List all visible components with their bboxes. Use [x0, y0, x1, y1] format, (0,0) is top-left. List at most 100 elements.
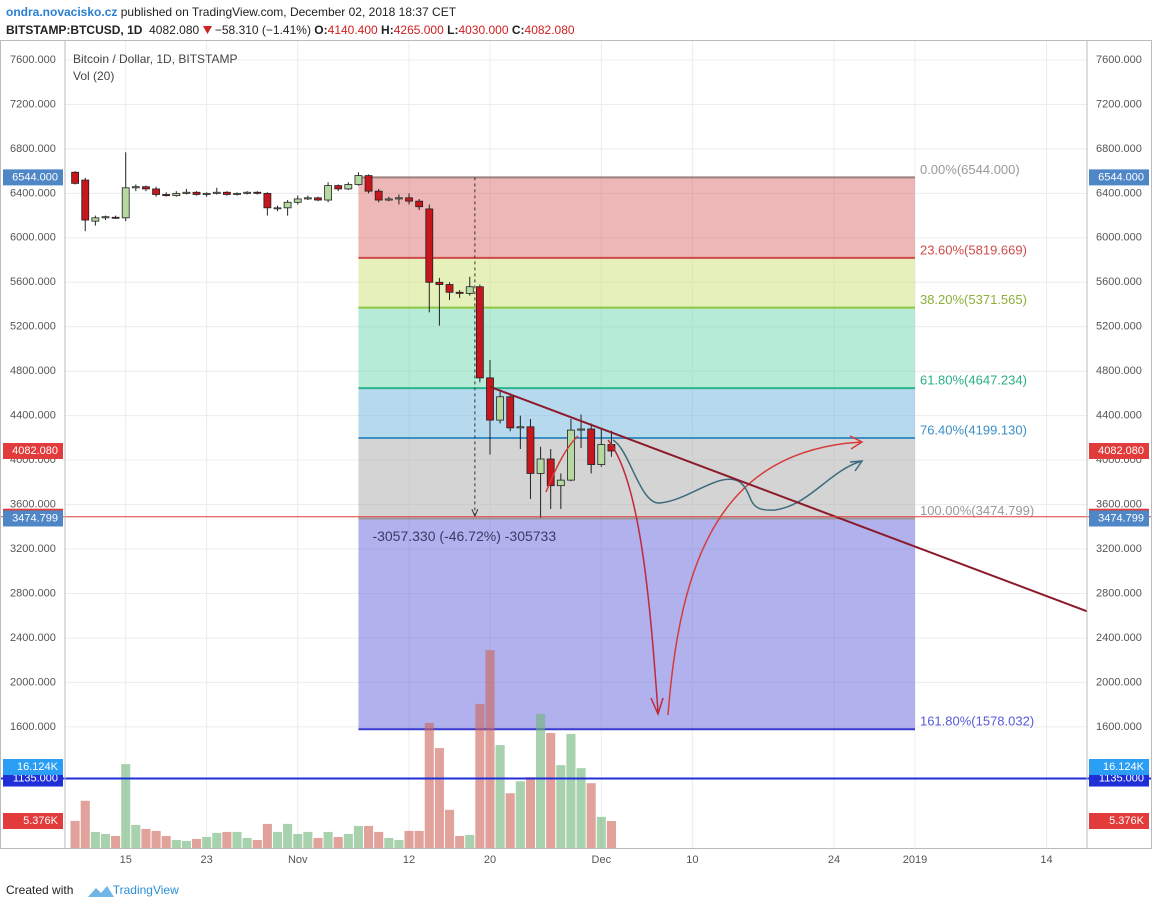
fib-label: 23.60%(5819.669) — [920, 242, 1027, 257]
y-tick-label: 5200.000 — [10, 321, 56, 333]
brand: TradingView — [112, 883, 179, 897]
fib-zone — [358, 307, 915, 389]
axis-marker-label: 6544.000 — [12, 171, 58, 183]
volume-bar — [80, 800, 90, 848]
author: ondra.novacisko.cz — [6, 5, 118, 19]
candle-body — [567, 429, 575, 481]
candle-body — [233, 192, 241, 195]
candle-body — [192, 191, 201, 195]
y-tick-label: 6000.000 — [1096, 232, 1142, 244]
ohlc-value: 4265.000 — [393, 23, 444, 37]
volume-bar — [151, 830, 161, 848]
volume-bar — [353, 825, 363, 848]
candle-body — [324, 185, 332, 201]
axis-marker-label: 4082.080 — [12, 445, 58, 457]
volume-bar — [222, 831, 232, 848]
y-tick-label: 7600.000 — [1096, 54, 1142, 66]
candle-body — [415, 200, 424, 208]
candle-body — [152, 188, 160, 195]
axis-marker-label: 3474.799 — [1098, 512, 1144, 524]
y-tick-label: 6400.000 — [1096, 187, 1142, 199]
x-tick-label: 2019 — [903, 854, 927, 866]
price: 4082.080 — [149, 23, 200, 37]
volume-bar — [475, 703, 485, 848]
logo — [88, 886, 114, 897]
fib-label: 76.40%(4199.130) — [920, 422, 1027, 437]
y-tick-label: 3200.000 — [10, 543, 56, 555]
y-tick-label: 6000.000 — [10, 232, 56, 244]
volume-bar — [333, 836, 343, 848]
trend-line — [489, 385, 1088, 613]
candle-body — [516, 426, 525, 429]
y-tick-label: 4400.000 — [10, 410, 56, 422]
volume-bar — [202, 836, 212, 848]
volume-bar — [536, 713, 546, 848]
y-tick-label: 3200.000 — [1096, 543, 1142, 555]
candle-body — [506, 396, 515, 429]
measure-head — [471, 508, 479, 518]
y-tick-label: 5200.000 — [1096, 321, 1142, 333]
volume-bar — [171, 839, 181, 848]
candle-body — [455, 291, 464, 294]
y-tick-label: 7600.000 — [10, 54, 56, 66]
y-tick-label: 6800.000 — [10, 143, 56, 155]
y-tick-label: 2800.000 — [10, 587, 56, 599]
axis-marker — [1089, 759, 1149, 776]
axis-marker — [1089, 169, 1149, 186]
y-tick-label: 2000.000 — [1096, 676, 1142, 688]
publish-line: ondra.novacisko.cz published on TradingV… — [6, 3, 575, 21]
candle-body — [212, 191, 221, 194]
arrow-head — [650, 697, 664, 717]
candle-body — [172, 192, 181, 196]
candle-body — [526, 426, 535, 474]
volume-bar — [525, 777, 536, 848]
fib-label: 0.00%(6544.000) — [920, 162, 1020, 177]
y-tick-label: 4800.000 — [1096, 365, 1142, 377]
candle-body — [91, 217, 100, 222]
volume-bar — [121, 764, 131, 848]
fib-label: 100.00%(3474.799) — [920, 503, 1034, 518]
candle-body — [395, 197, 403, 200]
y-tick-label: 4800.000 — [10, 365, 56, 377]
axis-marker-label: 16.124K — [1103, 761, 1145, 773]
candle-body — [354, 175, 363, 185]
volume — [70, 650, 616, 848]
x-tick-label: 15 — [120, 854, 132, 866]
volume-bar — [384, 837, 394, 848]
volume-bar — [455, 835, 465, 848]
candle-body — [243, 191, 252, 194]
volume-bar — [272, 831, 283, 848]
candle-body — [374, 190, 383, 201]
header: ondra.novacisko.cz published on TradingV… — [6, 3, 575, 39]
volume-bar — [465, 834, 475, 848]
volume-bar — [70, 820, 80, 848]
volume-bar — [212, 832, 222, 848]
candle-body — [465, 286, 474, 294]
candle-body — [131, 186, 140, 189]
candle-body — [475, 286, 484, 379]
candle-body — [263, 192, 272, 209]
volume-bar — [191, 838, 202, 848]
volume-title: Vol (20) — [73, 69, 114, 83]
volume-bar — [303, 831, 313, 848]
volume-bar — [556, 765, 566, 848]
volume-bar — [586, 783, 596, 848]
x-tick-label: Dec — [592, 854, 612, 866]
y-tick-label: 2000.000 — [10, 676, 56, 688]
volume-bar — [100, 833, 111, 848]
forecast-arrow — [612, 439, 863, 511]
y-tick-label: 2400.000 — [1096, 632, 1142, 644]
y-tick-label: 2400.000 — [10, 632, 56, 644]
axis-marker — [1089, 510, 1149, 527]
fib-zone — [358, 518, 915, 730]
drawings: -3057.330 (-46.72%) -305733 — [0, 177, 1152, 780]
down-icon — [202, 26, 212, 34]
volume-bar — [283, 823, 293, 848]
candle-body — [142, 186, 150, 190]
fib-label: 161.80%(1578.032) — [920, 714, 1034, 729]
y-tick-label: 2800.000 — [1096, 587, 1142, 599]
x-tick-label: 10 — [686, 854, 698, 866]
volume-bar — [374, 831, 384, 848]
axis-marker — [3, 169, 63, 186]
axis-marker — [1089, 442, 1149, 459]
